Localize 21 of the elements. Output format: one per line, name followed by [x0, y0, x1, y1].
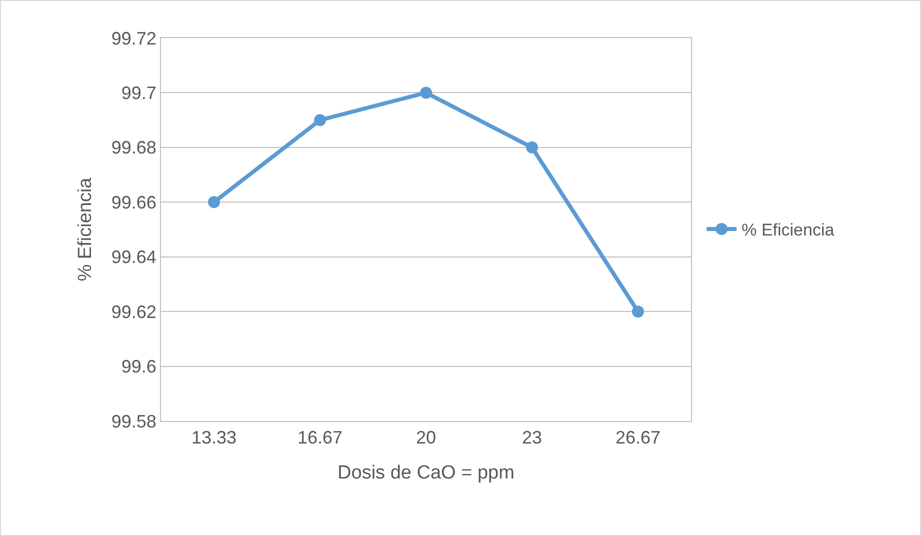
x-tick-label: 26.67 [615, 428, 661, 448]
x-tick-label: 13.33 [191, 428, 237, 448]
x-tick-label: 23 [522, 428, 542, 448]
y-tick-label: 99.7 [121, 83, 156, 104]
y-tick-label: 99.64 [111, 247, 156, 268]
x-tick-label: 16.67 [297, 428, 343, 448]
y-axis-title: % Eficiencia [75, 177, 96, 282]
x-axis-title: Dosis de CaO = ppm [338, 462, 514, 484]
y-tick-label: 99.58 [111, 411, 156, 432]
point [208, 196, 220, 208]
point [420, 86, 432, 99]
point [526, 141, 538, 154]
y-tick-label: 99.68 [111, 138, 156, 158]
legend-label: % Eficiencia [742, 220, 835, 240]
point [314, 114, 326, 126]
y-tick-label: 99.66 [111, 192, 156, 212]
y-tick-label: 99.72 [111, 28, 156, 48]
y-tick-label: 99.62 [111, 302, 156, 322]
y-tick-label: 99.6 [121, 356, 156, 377]
x-tick-label: 20 [416, 428, 436, 448]
point [632, 306, 644, 318]
